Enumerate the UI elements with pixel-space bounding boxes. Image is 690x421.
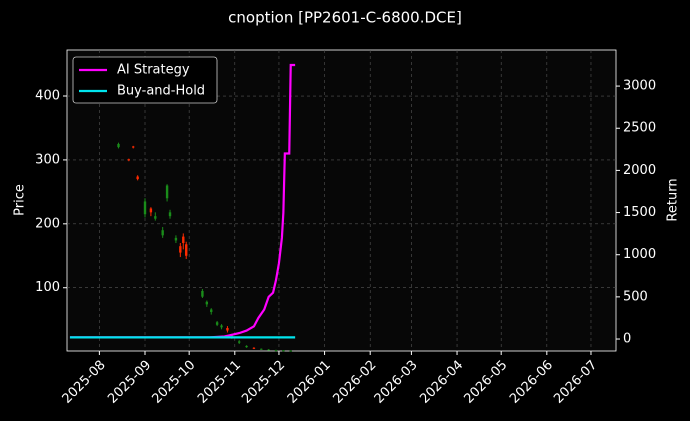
candle-body (179, 246, 182, 253)
candle-body (154, 216, 157, 219)
y2-tick-label: 2000 (623, 163, 656, 178)
y2-axis-label: Return (666, 178, 681, 221)
candle-body (230, 335, 234, 337)
candle-body (174, 237, 178, 241)
y-tick-label: 100 (35, 280, 60, 295)
candle-body (182, 236, 185, 243)
candle-body (132, 146, 135, 148)
candle-body (252, 347, 256, 349)
candle-body (165, 185, 169, 199)
chart-title: cnoption [PP2601-C-6800.DCE] (228, 9, 462, 27)
candle-body (185, 244, 188, 256)
y-axis-label: Price (13, 184, 28, 216)
candle-body (215, 322, 219, 325)
candle-body (274, 350, 278, 352)
candle-body (143, 201, 147, 215)
candle-body (267, 349, 270, 351)
y2-tick-label: 1500 (623, 205, 656, 220)
candle-body (149, 208, 153, 213)
y2-tick-label: 1000 (623, 247, 656, 262)
y2-tick-label: 500 (623, 289, 648, 304)
candle-body (210, 309, 213, 313)
candle-body (161, 230, 164, 236)
candle-body (201, 290, 204, 297)
y2-tick-label: 3000 (623, 79, 656, 94)
candle-body (226, 327, 229, 331)
legend-label: Buy-and-Hold (117, 84, 205, 99)
y-tick-label: 300 (35, 152, 60, 167)
candle-body (245, 345, 248, 348)
return-line (69, 63, 296, 339)
candle-body (220, 325, 223, 328)
legend-box (72, 56, 218, 104)
y-tick-label: 400 (35, 89, 60, 104)
candle-body (282, 350, 285, 352)
y-tick-label: 200 (35, 216, 60, 231)
legend-label: AI Strategy (117, 63, 190, 78)
candle-body (205, 301, 209, 305)
candle-body (260, 348, 263, 350)
candle-body (127, 159, 131, 161)
y2-tick-label: 2500 (623, 121, 656, 136)
candle-body (168, 212, 172, 217)
y2-tick-label: 0 (623, 332, 631, 347)
candle-body (238, 341, 241, 343)
candle-body (289, 350, 292, 352)
candle-body (117, 143, 120, 148)
candle-body (136, 176, 139, 180)
